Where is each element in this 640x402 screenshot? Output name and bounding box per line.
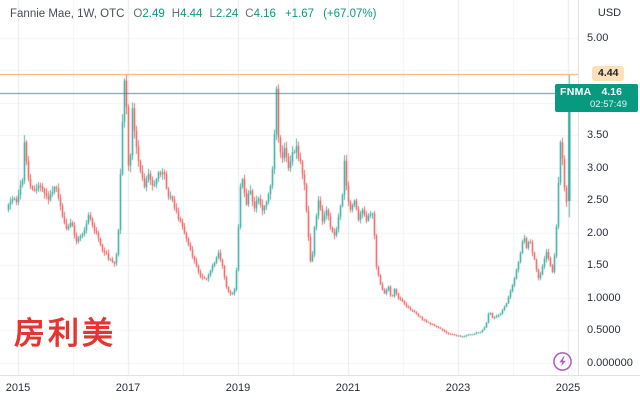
price-tick-label: 2.00	[587, 226, 609, 239]
candlestick-plot-canvas[interactable]	[0, 0, 578, 375]
price-tick-label: 1.0000	[587, 291, 621, 304]
symbol-legend[interactable]: Fannie Mae, 1W, OTC O2.49 H4.44 L2.24 C4.16…	[10, 8, 376, 20]
ohlc-values: O2.49 H4.44 L2.24 C4.16	[133, 8, 276, 20]
symbol-title[interactable]: Fannie Mae, 1W, OTC	[10, 8, 125, 20]
time-tick-label: 2017	[115, 382, 141, 394]
time-tick-label: 2015	[5, 382, 31, 394]
change-percent: (+67.07%)	[323, 8, 377, 20]
change-value: +1.67	[284, 8, 315, 20]
current-price-badge[interactable]: FNMA 4.16 02:57:49	[555, 83, 638, 112]
time-tick-label: 2025	[555, 382, 581, 394]
currency-label[interactable]: USD	[597, 7, 622, 19]
time-tick-label: 2021	[335, 382, 361, 394]
countdown-timer: 02:57:49	[590, 98, 627, 110]
ohlc-item: L2.24	[209, 8, 239, 20]
lightning-glyph	[559, 356, 566, 367]
ohlc-item: O2.49	[133, 8, 165, 20]
price-tick-label: 1.50	[587, 259, 609, 272]
alert-price-label[interactable]: 4.44	[592, 66, 625, 82]
ohlc-item: H4.44	[171, 8, 203, 20]
price-tick-label: 0.000000	[587, 356, 633, 369]
badge-symbol-label: FNMA	[560, 85, 592, 98]
price-axis[interactable]: USD 5.00 3.50 3.00 2.50 2.00 1.50 1.0000 0.5000…	[578, 0, 640, 375]
realtime-lightning-icon[interactable]	[552, 351, 573, 372]
price-tick-label: 2.50	[587, 194, 609, 207]
current-price-value: 4.16	[601, 85, 622, 98]
price-tick-label: 3.00	[587, 161, 609, 174]
time-tick-label: 2019	[225, 382, 251, 394]
time-tick-label: 2023	[445, 382, 471, 394]
ohlc-item: C4.16	[245, 8, 276, 20]
chinese-watermark: 房利美	[14, 316, 116, 351]
price-tick-label: 0.5000	[587, 324, 621, 337]
price-tick-label: 3.50	[587, 129, 609, 142]
time-axis[interactable]: 2015 2017 2019 2021 2023 2025	[0, 375, 640, 402]
price-tick-label: 5.00	[587, 32, 609, 44]
